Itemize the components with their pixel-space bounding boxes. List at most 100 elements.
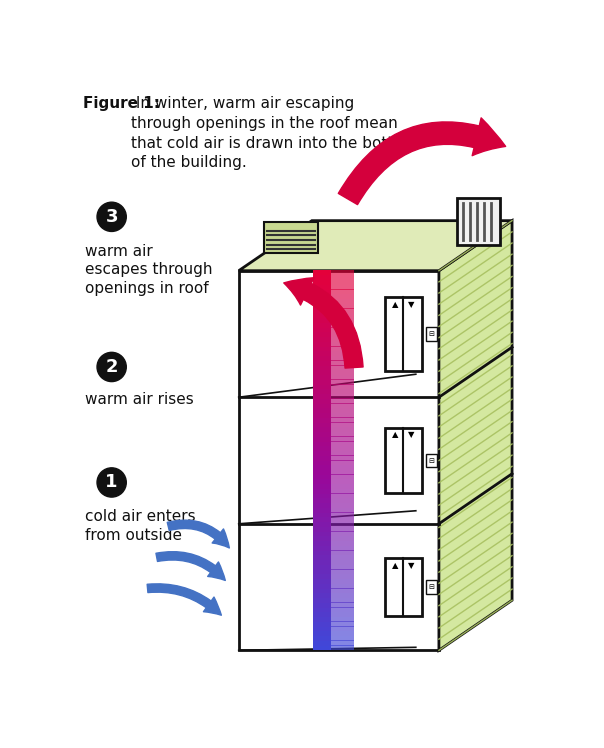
Bar (331, 280, 354, 285)
Bar (313, 636, 331, 641)
Text: cold air enters
from outside: cold air enters from outside (85, 509, 195, 543)
Bar (313, 607, 331, 613)
Text: ▼: ▼ (408, 300, 415, 309)
Bar (331, 308, 354, 313)
Bar (331, 342, 354, 346)
Bar (331, 379, 354, 384)
Bar (331, 384, 354, 390)
Bar (313, 574, 331, 579)
Bar (313, 598, 331, 603)
Bar (313, 427, 331, 432)
Bar (313, 631, 331, 636)
Bar (313, 417, 331, 423)
Bar (313, 308, 331, 313)
Bar (313, 356, 331, 361)
Bar (313, 503, 331, 508)
Bar (331, 337, 354, 342)
Bar (331, 408, 354, 413)
Bar (331, 527, 354, 532)
Bar (313, 446, 331, 451)
Bar (313, 484, 331, 489)
Bar (331, 399, 354, 404)
Bar (313, 441, 331, 447)
Text: warm air
escapes through
openings in roof: warm air escapes through openings in roo… (85, 244, 212, 296)
Bar (331, 484, 354, 489)
Polygon shape (239, 221, 512, 271)
Bar (313, 522, 331, 527)
Text: warm air rises: warm air rises (85, 393, 193, 408)
Bar (313, 593, 331, 598)
Bar (331, 284, 354, 289)
Bar (331, 531, 354, 536)
Bar (331, 583, 354, 589)
Bar (331, 588, 354, 593)
Bar (331, 441, 354, 447)
Bar (313, 474, 331, 479)
FancyArrowPatch shape (284, 278, 363, 368)
Bar (331, 626, 354, 631)
Text: ▼: ▼ (408, 560, 415, 570)
Bar (313, 284, 331, 289)
Bar (331, 574, 354, 579)
Bar (313, 494, 331, 498)
Bar (331, 436, 354, 441)
Circle shape (97, 468, 126, 497)
Bar (313, 351, 331, 356)
Bar (331, 494, 354, 498)
Bar (331, 318, 354, 323)
Bar (313, 560, 331, 565)
Bar (313, 450, 331, 456)
Bar (313, 313, 331, 318)
Bar (313, 616, 331, 622)
Bar (313, 275, 331, 280)
Bar (313, 470, 331, 475)
Bar (313, 579, 331, 584)
Bar (331, 555, 354, 560)
Bar (331, 294, 354, 299)
Bar (313, 342, 331, 346)
Bar (313, 588, 331, 593)
Bar (313, 289, 331, 295)
Bar (313, 304, 331, 309)
Bar (313, 422, 331, 427)
Bar (331, 598, 354, 603)
Bar (331, 289, 354, 295)
FancyArrowPatch shape (338, 118, 506, 205)
Bar (331, 417, 354, 423)
Polygon shape (439, 221, 512, 650)
Bar (313, 389, 331, 394)
Text: ⊟: ⊟ (428, 458, 434, 464)
Bar (331, 465, 354, 470)
Bar (331, 351, 354, 356)
Text: 1: 1 (106, 473, 118, 491)
Bar (313, 399, 331, 404)
Bar (331, 370, 354, 375)
Bar (331, 403, 354, 408)
Bar (313, 626, 331, 631)
Bar (331, 522, 354, 527)
Bar (331, 304, 354, 309)
Bar (457, 198, 500, 245)
Bar (331, 365, 354, 370)
Bar (331, 551, 354, 556)
Text: ⊟: ⊟ (428, 584, 434, 590)
Text: ▼: ▼ (408, 430, 415, 439)
Bar (331, 646, 354, 650)
Bar (313, 640, 331, 646)
Bar (239, 271, 439, 650)
Bar (426, 453, 437, 468)
Bar (426, 580, 437, 594)
FancyArrowPatch shape (147, 583, 222, 615)
Bar (331, 446, 354, 451)
Bar (331, 517, 354, 522)
Bar (331, 508, 354, 512)
Bar (331, 569, 354, 574)
Bar (331, 602, 354, 607)
Bar (313, 517, 331, 522)
Bar (313, 332, 331, 337)
Bar (313, 379, 331, 384)
Bar (331, 298, 354, 304)
Bar (313, 294, 331, 299)
Bar (313, 436, 331, 441)
Bar (313, 361, 331, 366)
